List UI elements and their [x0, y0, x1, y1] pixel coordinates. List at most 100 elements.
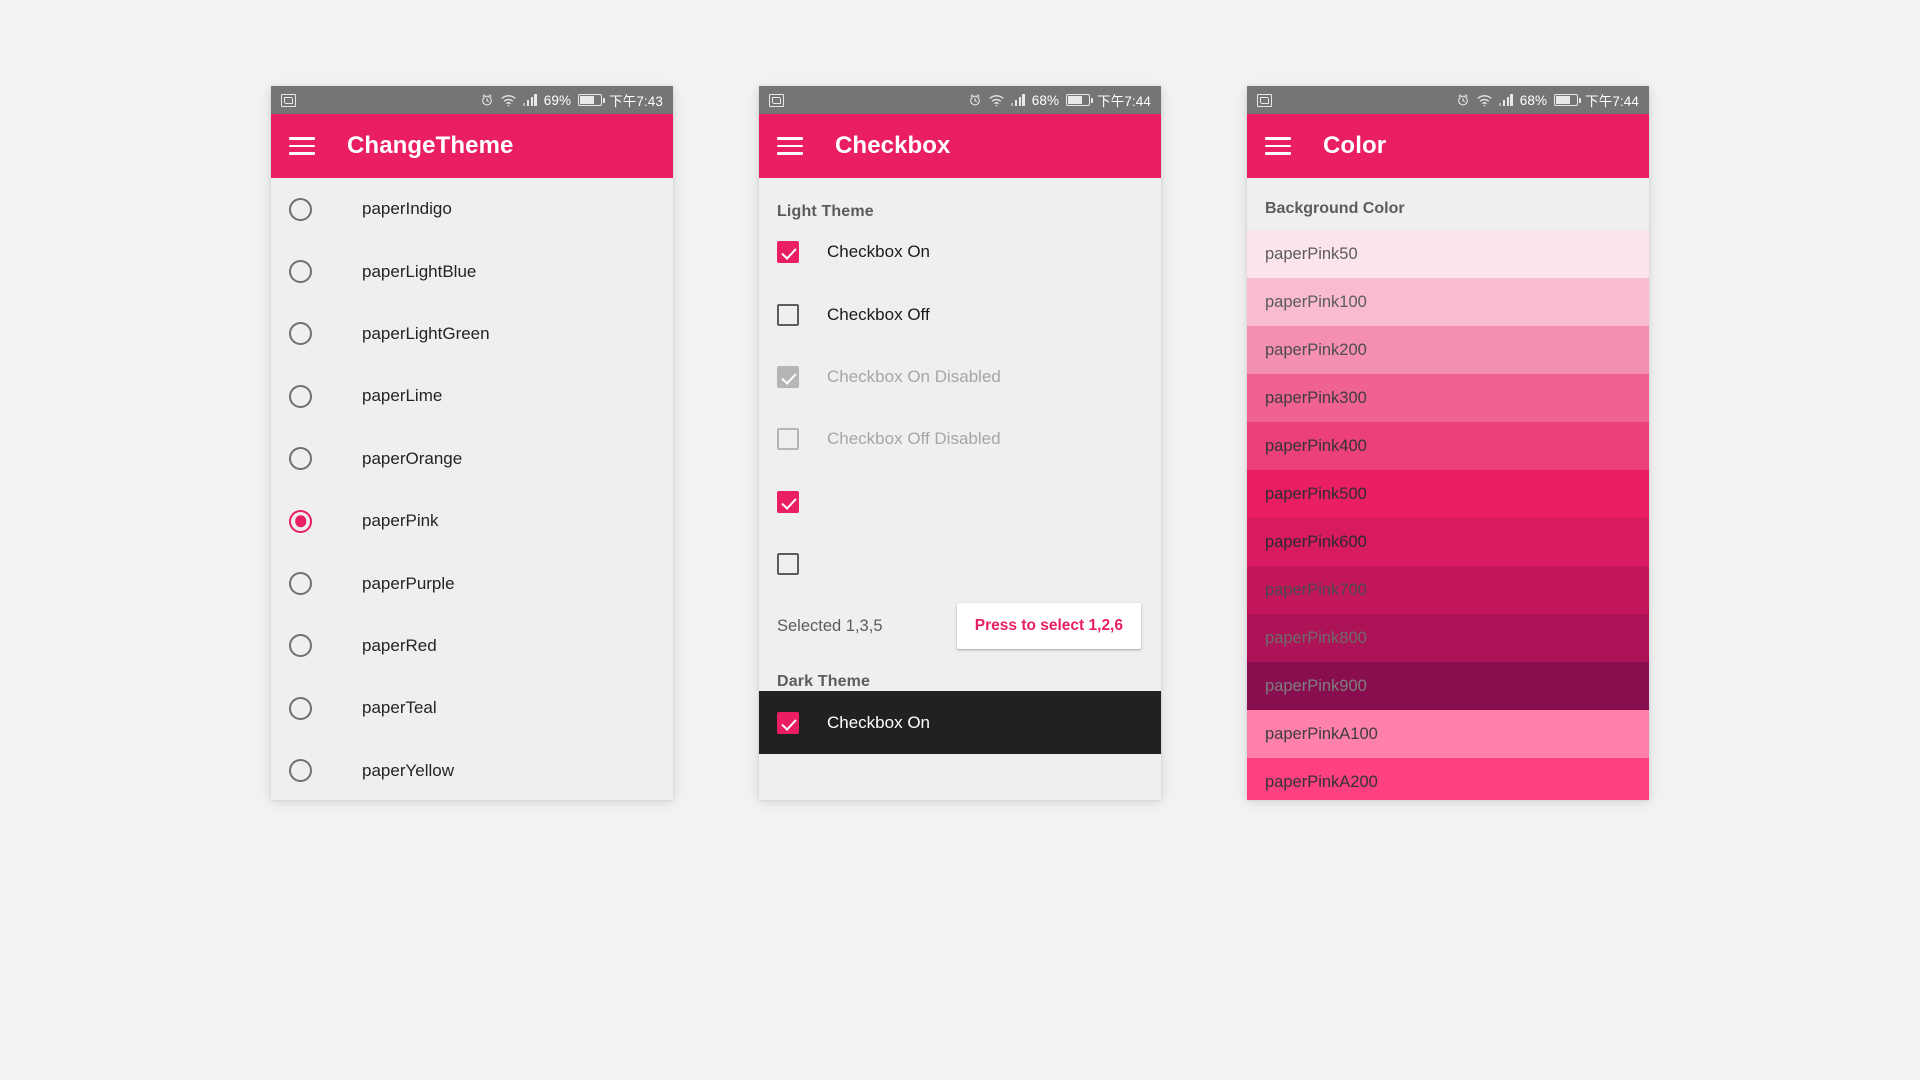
color-swatch-row[interactable]: paperPinkA200: [1247, 758, 1649, 800]
checkbox-row[interactable]: [759, 471, 1161, 533]
checkbox-checked-icon[interactable]: [777, 241, 799, 264]
checkbox-row: Checkbox Off Disabled: [759, 408, 1161, 470]
clock-label: 下午7:44: [1097, 94, 1151, 109]
color-swatch-label: paperPinkA100: [1265, 724, 1378, 743]
theme-radio-row[interactable]: paperLime: [271, 365, 673, 427]
hamburger-menu-icon[interactable]: [1265, 137, 1291, 155]
color-swatch-row[interactable]: paperPink500: [1247, 470, 1649, 518]
theme-radio-row[interactable]: paperTeal: [271, 677, 673, 739]
alarm-icon: [1457, 94, 1468, 106]
radio-unselected-icon[interactable]: [289, 572, 312, 596]
radio-selected-icon[interactable]: [289, 509, 312, 533]
theme-radio-row[interactable]: paperIndigo: [271, 178, 673, 240]
page-title: ChangeTheme: [347, 132, 514, 159]
app-bar: Checkbox: [759, 114, 1161, 178]
checkbox-unchecked-icon[interactable]: [777, 303, 799, 326]
color-swatch-row[interactable]: paperPinkA100: [1247, 710, 1649, 758]
radio-unselected-icon[interactable]: [289, 260, 312, 284]
checkbox-checked-icon[interactable]: [777, 490, 799, 513]
radio-unselected-icon[interactable]: [289, 759, 312, 783]
page-title: Color: [1323, 132, 1387, 159]
theme-radio-row[interactable]: paperPurple: [271, 552, 673, 614]
status-bar: 69% 下午7:43: [271, 86, 673, 114]
battery-icon: [1554, 94, 1582, 106]
theme-radio-label: paperPink: [362, 511, 439, 531]
status-bar-right: 68% 下午7:44: [1456, 90, 1639, 110]
theme-radio-label: paperPurple: [362, 573, 455, 593]
battery-percent-label: 69%: [543, 92, 572, 108]
theme-radio-row[interactable]: paperPink: [271, 490, 673, 552]
theme-radio-label: paperRed: [362, 635, 437, 655]
signal-icon: [1010, 94, 1025, 106]
theme-radio-label: paperOrange: [362, 448, 463, 468]
app-bar: Color: [1247, 114, 1649, 178]
wifi-icon: [989, 94, 1004, 106]
theme-radio-row[interactable]: paperLightGreen: [271, 303, 673, 365]
theme-radio-label: paperIndigo: [362, 199, 452, 219]
page-title: Checkbox: [835, 132, 951, 159]
status-bar-right: 69% 下午7:43: [480, 90, 663, 110]
background-color-section-title: Background Color: [1247, 178, 1649, 230]
selection-row: Selected 1,3,5 Press to select 1,2,6: [759, 595, 1161, 657]
color-swatch-row[interactable]: paperPink400: [1247, 422, 1649, 470]
checkbox-row[interactable]: Checkbox On: [759, 221, 1161, 283]
theme-radio-row[interactable]: paperRed: [271, 615, 673, 677]
battery-icon: [578, 94, 606, 106]
theme-radio-row[interactable]: paperOrange: [271, 428, 673, 490]
checkbox-row[interactable]: Checkbox Off: [759, 283, 1161, 345]
theme-radio-list: paperIndigo paperLightBlue paperLightGreen…: [271, 178, 673, 800]
theme-radio-row[interactable]: paperLightBlue: [271, 240, 673, 302]
app-bar: ChangeTheme: [271, 114, 673, 178]
color-swatch-row[interactable]: paperPink700: [1247, 566, 1649, 614]
theme-radio-label: paperLime: [362, 386, 443, 406]
theme-radio-label: paperLightBlue: [362, 261, 477, 281]
cast-icon: [281, 93, 296, 107]
radio-unselected-icon[interactable]: [289, 696, 312, 720]
color-swatch-row[interactable]: paperPink900: [1247, 662, 1649, 710]
color-swatch-row[interactable]: paperPink300: [1247, 374, 1649, 422]
checkbox-checked-icon: [777, 365, 799, 388]
phone-screenshot-checkbox: 68% 下午7:44 Checkbox Light Theme Checkbox…: [759, 86, 1161, 800]
theme-radio-label: paperLightGreen: [362, 323, 490, 343]
checkbox-label: Checkbox On: [827, 712, 930, 732]
radio-unselected-icon[interactable]: [289, 447, 312, 471]
color-swatch-label: paperPink200: [1265, 340, 1367, 359]
color-swatch-label: paperPink900: [1265, 676, 1367, 695]
theme-radio-label: paperTeal: [362, 698, 437, 718]
color-swatch-row[interactable]: paperPink100: [1247, 278, 1649, 326]
checkbox-label: Checkbox On Disabled: [827, 366, 1001, 386]
status-bar-left: [769, 93, 784, 107]
hamburger-menu-icon[interactable]: [289, 137, 315, 155]
checkbox-unchecked-icon[interactable]: [777, 553, 799, 576]
checkbox-label: Checkbox On: [827, 242, 930, 262]
color-swatch-row[interactable]: paperPink800: [1247, 614, 1649, 662]
radio-unselected-icon[interactable]: [289, 322, 312, 346]
color-swatch-row[interactable]: paperPink200: [1247, 326, 1649, 374]
theme-radio-row[interactable]: paperYellow: [271, 740, 673, 800]
radio-unselected-icon[interactable]: [289, 384, 312, 408]
radio-unselected-icon[interactable]: [289, 197, 312, 221]
status-bar-right: 68% 下午7:44: [968, 90, 1151, 110]
checkbox-row[interactable]: Checkbox On: [759, 691, 1161, 753]
radio-unselected-icon[interactable]: [289, 634, 312, 658]
checkbox-row[interactable]: [759, 533, 1161, 595]
checkbox-label: Checkbox Off: [827, 304, 930, 324]
clock-label: 下午7:44: [1585, 94, 1639, 109]
alarm-icon: [969, 94, 980, 106]
dark-theme-section-title: Dark Theme: [777, 673, 871, 691]
color-swatch-label: paperPink50: [1265, 244, 1358, 263]
selected-status-label: Selected 1,3,5: [777, 616, 883, 635]
cast-icon: [1257, 93, 1272, 107]
alarm-icon: [481, 94, 492, 106]
hamburger-menu-icon[interactable]: [777, 137, 803, 155]
theme-radio-label: paperYellow: [362, 760, 454, 780]
signal-icon: [522, 94, 537, 106]
wifi-icon: [1477, 94, 1492, 106]
checkbox-checked-icon[interactable]: [777, 711, 799, 734]
dark-theme-checkbox-list: Checkbox On: [759, 691, 1161, 754]
status-bar: 68% 下午7:44: [1247, 86, 1649, 114]
press-to-select-button[interactable]: Press to select 1,2,6: [956, 603, 1141, 650]
color-swatch-row[interactable]: paperPink600: [1247, 518, 1649, 566]
color-swatch-row[interactable]: paperPink50: [1247, 230, 1649, 278]
color-swatch-label: paperPink400: [1265, 436, 1367, 455]
